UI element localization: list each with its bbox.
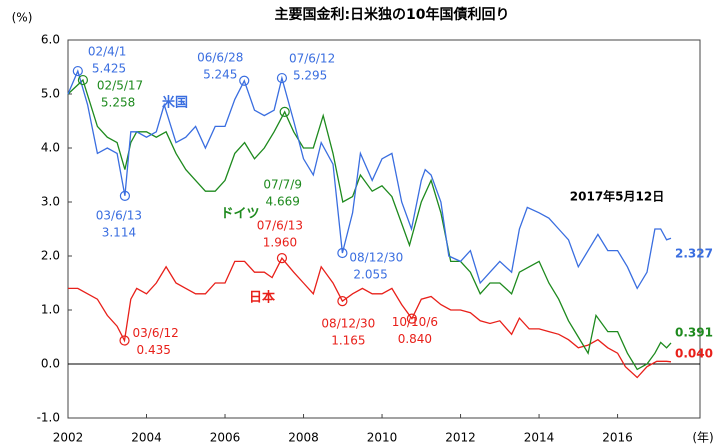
annotation-date: 07/6/12 [289, 52, 335, 66]
x-unit: (年) [692, 431, 713, 445]
x-tick-label: 2006 [210, 431, 241, 445]
annotation-value: 0.840 [398, 332, 432, 346]
y-tick-label: 4.0 [41, 141, 60, 155]
series-name: 日本 [249, 290, 275, 306]
annotation-marker [337, 295, 348, 307]
annotation-value: 5.258 [101, 96, 135, 110]
annotation-value: 5.295 [293, 69, 327, 83]
x-tick-label: 2014 [524, 431, 555, 445]
x-tick-label: 2002 [53, 431, 84, 445]
annotation-date: 08/12/30 [349, 251, 403, 265]
annotation-marker [77, 74, 89, 86]
annotation-date: 02/5/17 [97, 79, 143, 93]
x-tick-label: 2008 [288, 431, 319, 445]
y-tick-label: 2.0 [41, 249, 60, 263]
annotation-marker [239, 75, 250, 86]
annotation-value: 2.055 [353, 268, 387, 282]
annotation-marker [279, 106, 290, 117]
x-tick-label: 2004 [131, 431, 162, 445]
series-line [67, 78, 672, 371]
annotation-marker [72, 65, 83, 77]
annotation-date: 10/10/6 [392, 315, 438, 329]
y-tick-label: -1.0 [37, 411, 60, 425]
x-tick-label: 2012 [445, 431, 476, 445]
y-unit: (%) [12, 11, 33, 25]
annotation-date: 07/7/9 [263, 177, 302, 191]
annotation-date: 06/6/28 [197, 50, 243, 64]
annotation-marker [337, 247, 348, 259]
date-note: 2017年5月12日 [570, 189, 664, 204]
chart-title: 主要国金利:日米独の10年国債利回り [274, 6, 509, 23]
y-tick-label: 0.0 [41, 357, 60, 371]
annotation-marker [276, 72, 288, 84]
end-label: 0.040 [675, 347, 713, 361]
annotation-value: 1.960 [263, 236, 297, 250]
series-name: ドイツ [220, 207, 259, 222]
plot-frame [67, 39, 701, 419]
annotation-marker [406, 313, 417, 324]
annotation-date: 07/6/13 [257, 219, 303, 233]
series-line [67, 69, 672, 290]
series-line [68, 257, 672, 379]
x-tick-label: 2016 [602, 431, 633, 445]
annotation-value: 5.245 [203, 67, 237, 81]
annotation-marker [119, 190, 131, 201]
y-tick-label: 6.0 [41, 33, 60, 47]
end-label: 0.391 [675, 326, 713, 340]
annotation-value: 1.165 [331, 334, 365, 348]
annotation-date: 08/12/30 [321, 317, 375, 331]
annotation-value: 3.114 [102, 225, 136, 239]
annotation-date: 03/6/13 [96, 208, 142, 222]
y-tick-label: 3.0 [41, 195, 60, 209]
annotation-value: 4.669 [266, 194, 300, 208]
annotation-date: 03/6/12 [133, 326, 179, 340]
annotation-date: 02/4/1 [88, 45, 127, 59]
annotation-marker [276, 253, 288, 264]
annotation-value: 0.435 [137, 343, 171, 357]
x-tick-label: 2010 [367, 431, 398, 445]
end-label: 2.327 [675, 247, 713, 261]
series-name: 米国 [162, 95, 188, 111]
y-tick-label: 5.0 [41, 87, 60, 101]
annotation-marker [119, 335, 130, 346]
y-tick-label: 1.0 [41, 303, 60, 317]
annotation-value: 5.425 [92, 62, 126, 76]
